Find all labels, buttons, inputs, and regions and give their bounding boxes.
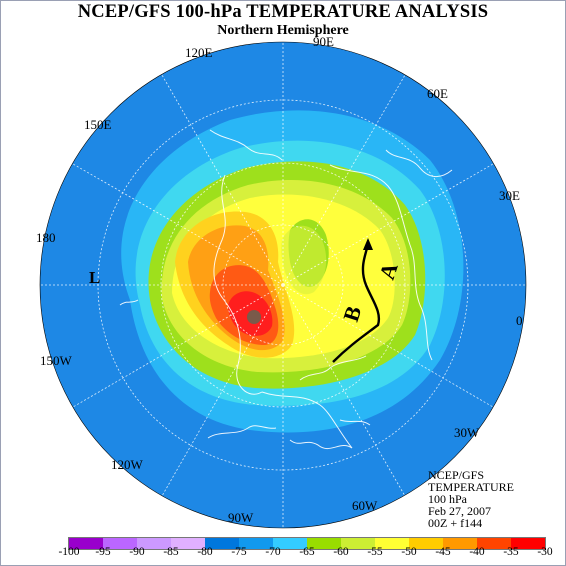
colorbar-swatch <box>409 538 443 549</box>
info-model: NCEP/GFS <box>428 468 485 482</box>
map-subtitle: Northern Hemisphere <box>217 23 349 38</box>
colorbar-tick-label: -60 <box>333 546 349 558</box>
lon-label-120e: 120E <box>185 45 213 60</box>
jet-axis-arrowhead-icon <box>363 238 373 250</box>
colorbar-swatch <box>239 538 273 549</box>
colorbar-tick-label: -35 <box>503 546 519 558</box>
lon-label-60e: 60E <box>427 86 448 101</box>
colorbar-tick-label: -75 <box>231 546 247 558</box>
lon-label-150e: 150E <box>84 117 112 132</box>
contour-band-brown <box>247 310 261 324</box>
map-boundary <box>39 41 527 529</box>
lon-label-60w: 60W <box>352 498 378 513</box>
colorbar-tick-label: -55 <box>367 546 383 558</box>
colorbar-swatch <box>137 538 171 549</box>
colorbar-tick-label: -80 <box>197 546 213 558</box>
colorbar-swatch <box>273 538 307 549</box>
colorbar-tick-label: -65 <box>299 546 315 558</box>
lon-label-0: 0 <box>516 313 523 328</box>
colorbar-swatch <box>103 538 137 549</box>
colorbar-swatch <box>443 538 477 549</box>
lon-label-180: 180 <box>36 230 56 245</box>
map-title: NCEP/GFS 100-hPa TEMPERATURE ANALYSIS <box>77 2 489 22</box>
colorbar-swatch <box>375 538 409 549</box>
info-field: TEMPERATURE <box>428 480 515 494</box>
lon-label-150w: 150W <box>40 353 73 368</box>
colorbar-swatch <box>205 538 239 549</box>
colorbar-tick-label: -30 <box>537 546 553 558</box>
info-forecast-hour: 00Z + f144 <box>428 516 483 530</box>
colorbar-tick-label: -40 <box>469 546 485 558</box>
graticule <box>40 42 526 528</box>
colorbar-swatch <box>69 538 103 549</box>
colorbar-swatch <box>171 538 205 549</box>
lon-label-30e: 30E <box>499 188 520 203</box>
colorbar-swatch <box>477 538 511 549</box>
coastlines <box>119 129 453 450</box>
colorbar-tick-label: -50 <box>401 546 417 558</box>
lon-label-90w: 90W <box>228 510 254 525</box>
colorbar-swatch <box>511 538 545 549</box>
lon-label-30w: 30W <box>454 425 480 440</box>
colorbar-tick-label: -90 <box>129 546 145 558</box>
info-level: 100 hPa <box>428 492 467 506</box>
lon-label-120w: 120W <box>111 457 144 472</box>
info-date: Feb 27, 2007 <box>428 504 491 518</box>
colorbar-tick-label: -45 <box>435 546 451 558</box>
jet-axis-line <box>332 244 381 363</box>
low-marker-label: L <box>89 268 100 287</box>
colorbar-swatch <box>341 538 375 549</box>
colorbar-swatch <box>307 538 341 549</box>
annotation-label-a: A <box>374 260 403 283</box>
colorbar-tick-label: -70 <box>265 546 281 558</box>
colorbar-tick-label: -100 <box>58 546 80 558</box>
colorbar-tick-label: -85 <box>163 546 179 558</box>
lon-label-90e: 90E <box>313 34 334 49</box>
contour-band-yellow-green-east <box>281 225 327 295</box>
colorbar <box>68 537 546 550</box>
colorbar-tick-label: -95 <box>95 546 111 558</box>
